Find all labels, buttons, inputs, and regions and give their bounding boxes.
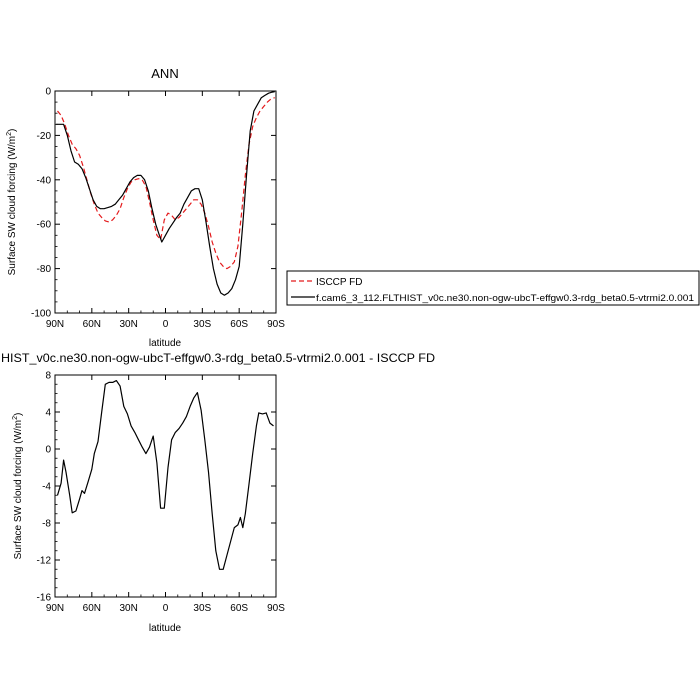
top-series-group xyxy=(56,91,275,296)
top-chart-title: ANN xyxy=(151,66,178,81)
bottom-chart: HIST_v0c.ne30.non-ogw-ubcT-effgw0.3-rdg_… xyxy=(1,351,435,634)
top-y-axis: 0 -20 -40 -60 -80 -100 xyxy=(31,87,276,320)
bottom-y-axis: 8 4 0 -4 -8 -12 -16 xyxy=(37,371,276,604)
top-chart: ANN 0-20-40-60-80-100 90N 60N 30N 0 30S 60S 90… xyxy=(6,66,700,349)
top-x-tick-label: 60S xyxy=(230,319,248,330)
top-plot-frame xyxy=(54,90,277,314)
top-series-line-0 xyxy=(57,97,275,270)
top-x-tick-label: 30N xyxy=(119,319,137,330)
bottom-x-tick-label: 60S xyxy=(230,603,248,614)
top-y-axis-label: Surface SW cloud forcing (W/m2) xyxy=(6,129,18,276)
bottom-x-tick-label: 30S xyxy=(193,603,211,614)
top-y-tick-label: -80 xyxy=(37,264,52,275)
bottom-y-tick-label: -16 xyxy=(37,593,52,604)
legend-label-isccp: ISCCP FD xyxy=(316,277,363,288)
bottom-y-tick-label: -12 xyxy=(37,556,52,567)
top-x-axis-label: latitude xyxy=(149,338,182,349)
bottom-x-tick-label: 0 xyxy=(163,603,169,614)
top-y-tick-label: -100 xyxy=(31,309,51,320)
top-x-tick-label: 90N xyxy=(46,319,64,330)
bottom-series-line-0 xyxy=(56,380,274,570)
bottom-x-axis-label: latitude xyxy=(149,623,182,634)
bottom-y-axis-label-end: ) xyxy=(13,413,24,416)
bottom-y-tick-label: 0 xyxy=(45,445,51,456)
top-legend: ISCCP FD f.cam6_3_112.FLTHIST_v0c.ne30.n… xyxy=(286,270,700,306)
top-y-axis-label-sup: 2 xyxy=(6,132,13,136)
top-y-tick-label: -20 xyxy=(37,131,52,142)
bottom-y-axis-label-main: Surface SW cloud forcing (W/m xyxy=(13,420,24,559)
top-x-tick-label: 60N xyxy=(83,319,101,330)
legend-label-model: f.cam6_3_112.FLTHIST_v0c.ne30.non-ogw-ub… xyxy=(316,293,694,304)
top-y-tick-label: -40 xyxy=(37,175,52,186)
legend-box xyxy=(286,270,700,306)
bottom-x-tick-label: 30N xyxy=(119,603,137,614)
top-y-axis-label-end: ) xyxy=(7,129,18,132)
bottom-y-axis-label-sup: 2 xyxy=(12,416,19,420)
bottom-y-tick-label: -8 xyxy=(42,519,51,530)
top-series-line-1 xyxy=(56,91,275,296)
bottom-x-tick-label: 60N xyxy=(83,603,101,614)
bottom-x-axis: 90N 60N 30N 0 30S 60S 90S xyxy=(46,375,285,614)
bottom-x-tick-label: 90N xyxy=(46,603,64,614)
top-x-tick-label: 90S xyxy=(267,319,285,330)
bottom-x-tick-label: 90S xyxy=(267,603,285,614)
bottom-y-axis-label: Surface SW cloud forcing (W/m2) xyxy=(12,413,24,560)
top-x-axis: 90N 60N 30N 0 30S 60S 90S xyxy=(46,91,285,330)
bottom-series-group xyxy=(56,380,274,570)
top-x-tick-label: 0 xyxy=(163,319,169,330)
bottom-y-tick-label: 8 xyxy=(45,371,51,382)
top-x-tick-label: 30S xyxy=(193,319,211,330)
top-y-tick-label: -60 xyxy=(37,220,52,231)
bottom-chart-title: HIST_v0c.ne30.non-ogw-ubcT-effgw0.3-rdg_… xyxy=(1,351,435,365)
bottom-y-tick-label: -4 xyxy=(42,482,51,493)
bottom-plot-frame xyxy=(54,374,277,598)
top-y-tick-label: 0 xyxy=(45,87,51,98)
bottom-y-tick-label: 4 xyxy=(45,408,51,419)
top-y-axis-label-main: Surface SW cloud forcing (W/m xyxy=(7,136,18,275)
